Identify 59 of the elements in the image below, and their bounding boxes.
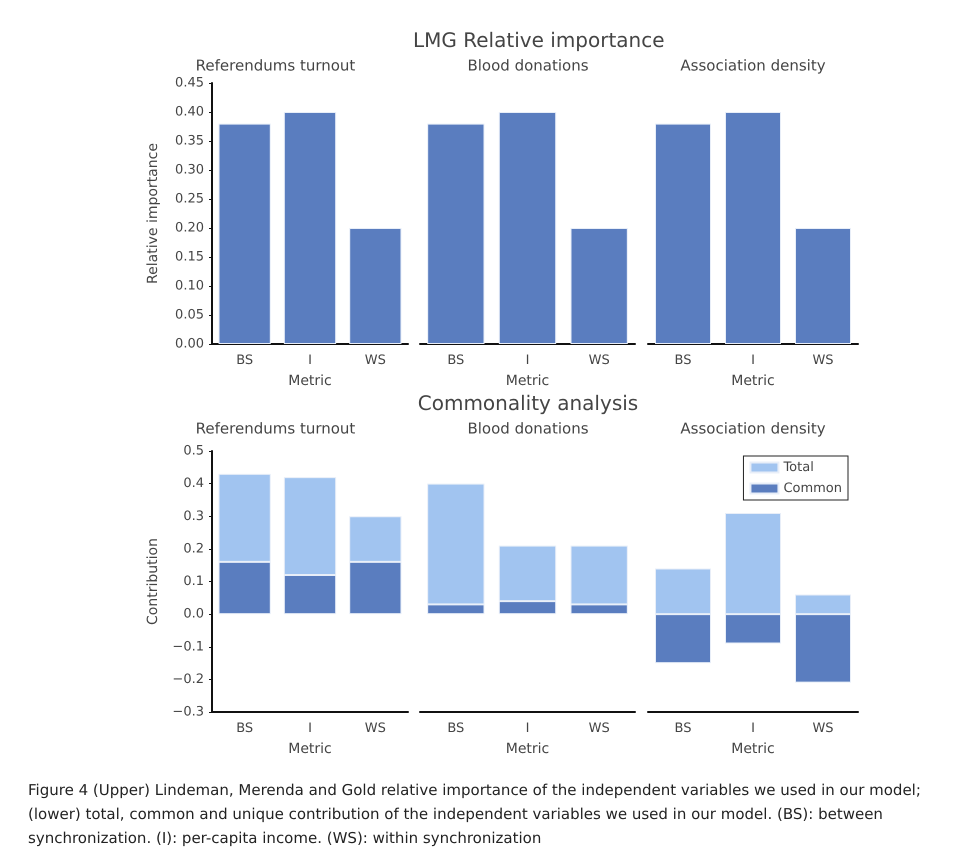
x-tick-label: WS xyxy=(812,353,834,368)
y-tick-label: 0.45 xyxy=(175,76,204,90)
y-axis-title: Contribution xyxy=(145,538,161,625)
legend-label: Common xyxy=(783,481,842,496)
chart-subtitle: Blood donations xyxy=(467,420,589,438)
chart-subtitle: Blood donations xyxy=(467,56,589,74)
x-tick-label: I xyxy=(751,721,755,736)
y-tick-label: 0.05 xyxy=(175,308,204,322)
y-axis-title: Relative importance xyxy=(145,143,161,284)
y-tick-label: 0.5 xyxy=(183,444,204,458)
x-axis-title: Metric xyxy=(506,741,550,757)
y-tick-label: 0.40 xyxy=(175,104,204,120)
x-tick-label: WS xyxy=(588,721,610,736)
x-tick-label: I xyxy=(526,353,530,368)
y-tick-label: 0.0 xyxy=(183,606,204,622)
y-tick-label: −0.3 xyxy=(172,704,204,720)
x-tick-label: I xyxy=(308,353,312,368)
x-tick-label: BS xyxy=(674,353,692,368)
x-axis-title: Metric xyxy=(288,373,332,389)
x-tick-label: BS xyxy=(674,721,692,736)
y-tick-label: 0.2 xyxy=(183,541,204,556)
x-tick-label: I xyxy=(751,353,755,368)
chart-subtitle: Association density xyxy=(680,56,826,74)
x-axis-title: Metric xyxy=(731,741,775,757)
y-tick-label: 0.10 xyxy=(175,278,204,294)
y-tick-label: 0.1 xyxy=(183,574,204,589)
caption: Figure 4 (Upper) Lindeman, Merenda and Gold relative importance of the independent variables we used in our model; (lower) total, common and unique contribution of the independent variables we used in our model. (BS): between synchronization. (I): per-capita income. (WS): within synchronization xyxy=(28,780,922,849)
x-tick-label: WS xyxy=(364,721,386,736)
y-tick-label: −0.2 xyxy=(172,672,204,687)
y-tick-label: 0.25 xyxy=(175,192,204,206)
y-tick-label: 0.35 xyxy=(175,134,204,148)
x-tick-label: I xyxy=(526,721,530,736)
chart-subtitle: Association density xyxy=(680,420,826,438)
y-tick-label: 0.00 xyxy=(175,336,204,352)
x-axis-title: Metric xyxy=(288,741,332,757)
chart-title: Commonality analysis xyxy=(416,391,640,415)
x-tick-label: WS xyxy=(812,721,834,736)
y-tick-label: 0.30 xyxy=(175,162,204,178)
y-tick-label: 0.15 xyxy=(175,250,204,264)
x-tick-label: BS xyxy=(447,721,464,736)
x-axis-title: Metric xyxy=(731,373,775,389)
legend-label: Total xyxy=(782,460,814,475)
y-tick-label: 0.20 xyxy=(175,220,204,236)
x-tick-label: WS xyxy=(588,353,610,368)
x-tick-label: I xyxy=(308,721,312,736)
chart-title: LMG Relative importance xyxy=(413,28,665,52)
x-tick-label: BS xyxy=(447,353,464,368)
y-tick-label: 0.3 xyxy=(183,508,204,524)
bar xyxy=(349,228,402,344)
x-axis-title: Metric xyxy=(506,373,550,389)
bar xyxy=(284,112,336,344)
y-tick-label: 0.4 xyxy=(183,476,204,492)
chart-subtitle: Referendums turnout xyxy=(196,56,356,74)
y-tick-label: −0.1 xyxy=(172,639,204,654)
bar xyxy=(218,124,271,344)
x-tick-label: BS xyxy=(236,721,254,736)
x-tick-label: WS xyxy=(364,353,386,368)
chart-subtitle: Referendums turnout xyxy=(196,420,356,438)
x-tick-label: BS xyxy=(236,353,254,368)
